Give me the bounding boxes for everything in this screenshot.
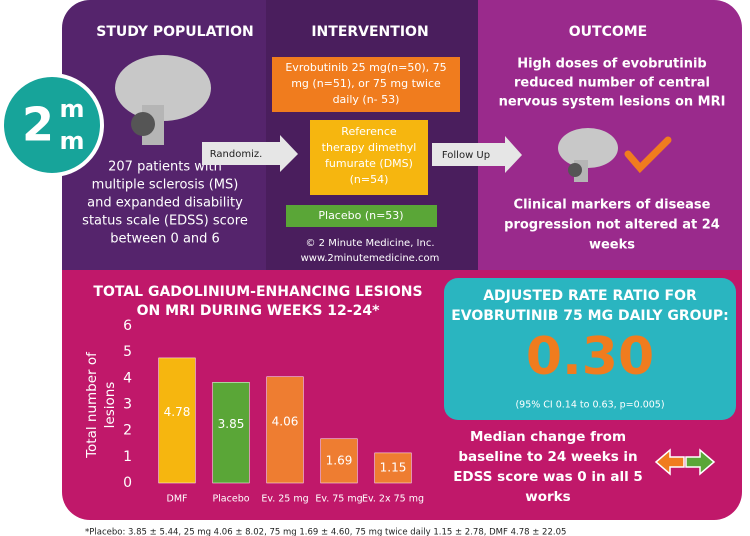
y-axis-label: Total number of [84, 351, 100, 459]
website: www.2minutemedicine.com [301, 253, 440, 264]
lesion-icon [568, 163, 582, 177]
logo [0, 73, 104, 177]
value-label: 4.06 [272, 414, 299, 428]
arm-text: Placebo (n=53) [318, 209, 403, 222]
footnote: *Placebo: 3.85 ± 5.44, 25 mg 4.06 ± 8.02… [85, 528, 566, 536]
arrow-label: Follow Up [442, 150, 490, 161]
population-text: 207 patients with [108, 160, 222, 175]
y-tick-label: 4 [123, 370, 132, 386]
arrow [432, 136, 522, 173]
finding: reduced number of central [514, 76, 710, 91]
finding: weeks [589, 238, 635, 253]
value-label: 3.85 [218, 417, 245, 431]
chart-title: ON MRI DURING WEEKS 12-24* [137, 303, 380, 319]
y-axis-label: lesions [102, 382, 118, 429]
brain-icon [115, 55, 211, 121]
ratio-heading: EVOBRUTINIB 75 MG DAILY GROUP: [451, 308, 729, 324]
x-tick-label: DMF [167, 494, 188, 505]
bar [212, 382, 250, 484]
value-label: 1.15 [380, 460, 407, 474]
finding: High doses of evobrutinib [517, 57, 706, 72]
logo-text: 2 [22, 98, 54, 152]
value-label: 1.69 [326, 453, 353, 467]
arrow-icon [685, 448, 716, 476]
x-tick-label: Placebo [212, 494, 249, 505]
copyright: © 2 Minute Medicine, Inc. [305, 238, 434, 249]
edss-text: baseline to 24 weeks in [458, 449, 637, 465]
arm-text: therapy dimethyl [322, 141, 417, 154]
bar [266, 376, 304, 484]
logo-text: m [59, 95, 84, 123]
check-icon [624, 136, 672, 174]
x-tick-label: Ev. 75 mg [315, 494, 362, 505]
logo-text: m [59, 127, 84, 155]
y-tick-label: 6 [123, 318, 132, 334]
bar [320, 438, 358, 484]
heading: STUDY POPULATION [96, 24, 253, 40]
population-text: multiple sclerosis (MS) [92, 178, 239, 193]
y-tick-label: 1 [123, 449, 132, 465]
y-tick-label: 2 [123, 423, 132, 439]
heading: INTERVENTION [311, 24, 428, 40]
arm-box [286, 205, 437, 227]
arm-text: fumurate (DMS) [325, 157, 413, 170]
ratio-value: 0.30 [526, 327, 654, 387]
ratio-box [444, 278, 736, 420]
edss-text: works [525, 489, 570, 505]
bar [374, 452, 412, 484]
ratio-heading: ADJUSTED RATE RATIO FOR [483, 288, 697, 304]
value-label: 4.78 [164, 405, 191, 419]
x-tick-label: Ev. 2x 75 mg [362, 494, 424, 505]
arm-box [310, 120, 428, 195]
arrow-icon [654, 448, 685, 476]
finding: nervous system lesions on MRI [499, 95, 726, 110]
y-tick-label: 5 [123, 344, 132, 360]
arm-text: Reference [341, 125, 397, 138]
finding: Clinical markers of disease [514, 198, 711, 213]
x-tick-label: Ev. 25 mg [261, 494, 308, 505]
arm-text: mg (n=51), or 75 mg twice [291, 77, 441, 90]
arrow [202, 135, 298, 172]
population-text: between 0 and 6 [110, 232, 220, 247]
y-tick-label: 3 [123, 397, 132, 413]
bar [158, 357, 196, 484]
ratio-ci: (95% CI 0.14 to 0.63, p=0.005) [515, 400, 664, 411]
arrow-label: Randomiz. [210, 149, 263, 160]
bar-chart: 0 1 2 3 4 5 6 DMF 4.78 Placebo 3.85 Ev. 25 mg 4.06 Ev… [123, 318, 424, 505]
arm-text: daily (n- 53) [333, 93, 400, 106]
edss-text: EDSS score was 0 in all 5 [453, 469, 643, 485]
lesion-icon [131, 112, 155, 136]
population-text: status scale (EDSS) score [82, 214, 248, 229]
arm-text: (n=54) [350, 173, 389, 186]
population-text: and expanded disability [87, 196, 243, 211]
arm-text: Evrobutinib 25 mg(n=50), 75 [285, 61, 446, 74]
heading: OUTCOME [569, 24, 648, 40]
chart-title: TOTAL GADOLINIUM-ENHANCING LESIONS [93, 284, 422, 300]
brain-icon [558, 128, 618, 168]
finding: progression not altered at 24 [504, 218, 720, 233]
y-tick-label: 0 [123, 475, 132, 491]
edss-text: Median change from [470, 429, 626, 445]
arm-box [272, 57, 460, 112]
